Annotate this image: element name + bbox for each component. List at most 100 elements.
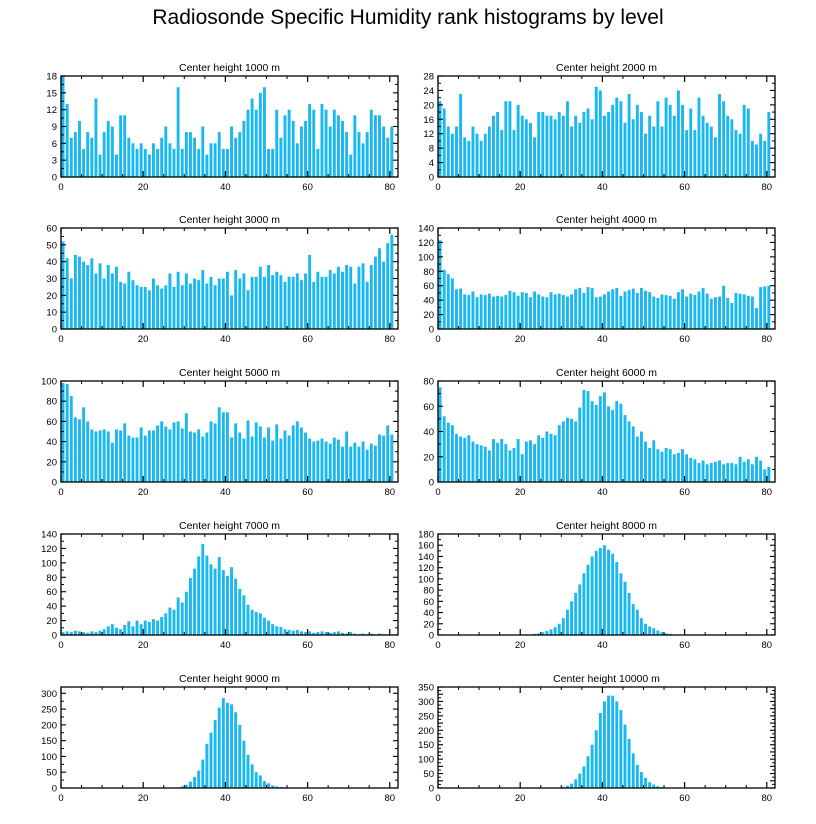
figure-title: Radiosonde Specific Humidity rank histog… — [152, 6, 664, 29]
histogram-bar — [312, 441, 316, 482]
x-tick-label: 0 — [435, 793, 440, 804]
histogram-bar — [357, 132, 361, 177]
x-tick-label: 80 — [761, 334, 772, 345]
histogram-bar — [627, 421, 631, 482]
histogram-bar — [353, 283, 357, 329]
histogram-bar — [254, 109, 258, 177]
x-tick-label: 20 — [515, 640, 526, 651]
y-tick-label: 200 — [41, 720, 57, 731]
histogram-bar — [205, 283, 209, 329]
x-tick-label: 40 — [597, 182, 608, 193]
histogram-bar — [275, 109, 279, 177]
y-tick-label: 80 — [46, 397, 57, 408]
histogram-bar — [94, 273, 98, 329]
histogram-bar — [582, 389, 586, 482]
histogram-bar — [299, 280, 303, 329]
histogram-bar — [221, 412, 225, 482]
histogram-bar — [738, 456, 742, 482]
histogram-bar — [127, 271, 131, 329]
histogram-bar — [644, 623, 647, 635]
histogram-bar — [258, 92, 262, 177]
histogram-bar — [123, 115, 127, 177]
y-tick-label: 50 — [46, 768, 57, 779]
histogram-bar — [250, 276, 254, 329]
histogram-bar — [201, 270, 205, 329]
x-tick-label: 40 — [597, 793, 608, 804]
histogram-bar — [328, 632, 332, 635]
histogram-bar — [475, 133, 479, 177]
histogram-bar — [594, 730, 598, 788]
histogram-bar — [135, 148, 139, 177]
histogram-bar — [369, 109, 373, 177]
histogram-panel: Center height 6000 m 0 20 40 60 80 0 20 40 60 80 — [423, 367, 776, 498]
histogram-bar — [487, 126, 491, 177]
histogram-bar — [450, 425, 454, 482]
histogram-bar — [271, 624, 275, 635]
histogram-bar — [168, 143, 172, 177]
histogram-bar — [570, 294, 574, 329]
histogram-bar — [238, 588, 242, 635]
histogram-bar — [386, 425, 390, 482]
histogram-bar — [709, 126, 713, 177]
histogram-bar — [487, 293, 491, 329]
histogram-bar — [180, 428, 184, 482]
histogram-bar — [184, 413, 188, 482]
histogram-bar — [730, 463, 734, 482]
histogram-bar — [94, 98, 98, 177]
histogram-bar — [172, 286, 176, 329]
histogram-bar — [250, 436, 254, 482]
histogram-bar — [483, 446, 487, 482]
histogram-bar — [291, 276, 295, 329]
histogram-bar — [537, 112, 541, 177]
histogram-bar — [726, 463, 730, 482]
y-tick-label: 20 — [423, 619, 434, 630]
histogram-bar — [160, 288, 164, 329]
y-tick-label: 0 — [52, 478, 57, 489]
histogram-bar — [557, 623, 561, 635]
histogram-bar — [283, 115, 287, 177]
histogram-bar — [353, 633, 357, 635]
histogram-panel: Center height 3000 m 0 20 40 60 80 0 10 20 30 40 50… — [46, 214, 399, 345]
histogram-bar — [627, 738, 631, 788]
histogram-bar — [106, 431, 110, 482]
histogram-bar — [164, 613, 168, 635]
histogram-bar — [598, 712, 602, 788]
histogram-bar — [459, 94, 463, 177]
histogram-bar — [545, 115, 549, 177]
histogram-bar — [763, 286, 767, 329]
histogram-bar — [180, 786, 184, 788]
histogram-bar — [225, 575, 229, 635]
histogram-bar — [656, 630, 660, 635]
y-tick-label: 300 — [41, 689, 57, 700]
x-tick-label: 80 — [384, 793, 395, 804]
histogram-bar — [258, 426, 262, 482]
histogram-bar — [668, 295, 672, 329]
histogram-bar — [742, 461, 746, 482]
x-tick-label: 60 — [302, 487, 313, 498]
histogram-panel: Center height 2000 m 0 20 40 60 80 0 4 8 12 16 20 24… — [423, 62, 776, 193]
histogram-bar — [283, 629, 287, 635]
histogram-bar — [94, 632, 98, 635]
histogram-bar — [701, 115, 705, 177]
histogram-bar — [324, 632, 328, 635]
histogram-bar — [65, 384, 69, 482]
y-tick-label: 250 — [418, 711, 434, 722]
histogram-bar — [496, 442, 500, 482]
histogram-bar — [115, 429, 118, 482]
histogram-bar — [304, 273, 307, 329]
histogram-bar — [341, 446, 344, 482]
y-tick-label: 20 — [423, 452, 434, 463]
histogram-bar — [102, 429, 106, 482]
histogram-bar — [308, 438, 312, 482]
histogram-bar — [147, 154, 151, 177]
histogram-bar — [639, 431, 643, 482]
x-tick-label: 60 — [679, 487, 690, 498]
y-tick-label: 0 — [429, 631, 434, 642]
histogram-bar — [254, 611, 258, 635]
histogram-bar — [230, 295, 234, 329]
histogram-bar — [336, 266, 340, 329]
histogram-bar — [127, 137, 131, 177]
histogram-bar — [110, 624, 114, 635]
histogram-bar — [242, 595, 246, 635]
y-tick-label: 300 — [418, 697, 434, 708]
